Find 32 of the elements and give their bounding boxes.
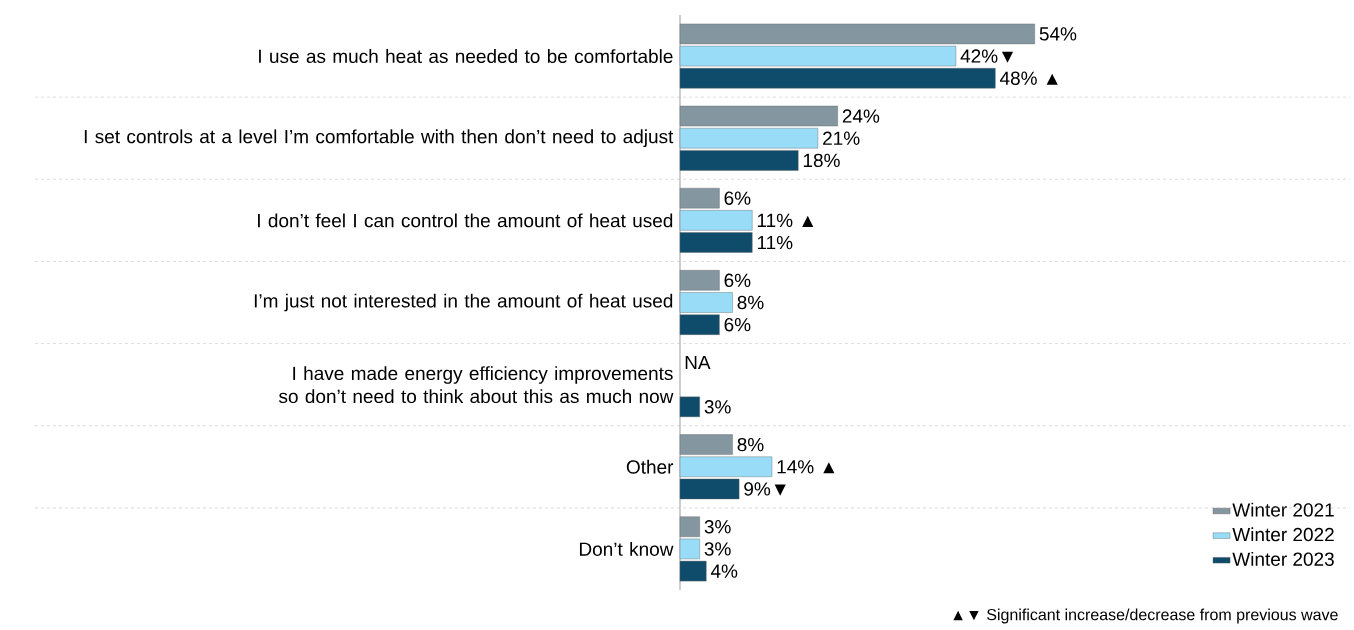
data-label: 4% [710,564,738,578]
data-label: 24% [842,109,880,123]
data-label: 11% ▲ [757,213,814,228]
data-label: 48% ▲ [999,71,1058,86]
data-label: 18% [803,153,840,168]
data-label: 6% [724,191,751,206]
data-label: 3% [704,520,731,534]
data-label: 6% [724,318,751,332]
y-tick-label: I have made energy efficiency improvements so don’t need to think about this as much now [279,366,674,404]
data-label: 3% [704,542,731,556]
y-tick-label: Don’t know [579,542,674,557]
data-label: 8% [737,437,764,452]
legend-label: Winter 2021 [1232,502,1334,517]
data-label: 6% [724,273,751,288]
data-label: 14% ▲ [777,460,835,474]
legend-label: Winter 2023 [1232,552,1334,566]
y-tick-label: I set controls at a level I’m comfortable with then don’t need to adjust [84,129,674,148]
y-tick-label: I use as much heat as needed to be comfortable [259,49,673,64]
y-tick-label: Other [626,459,674,474]
y-tick-label: I’m just not interested in the amount of heat used [254,293,673,312]
bar [679,396,700,418]
data-label: 54% [1039,27,1077,41]
text: ▲▼ Significant increase/decrease from previous wave [953,608,1338,624]
legend-label: Winter 2022 [1232,527,1334,542]
y-tick-label: I don’t feel I can control the amount of heat used [258,213,673,228]
data-label: 21% [823,131,860,146]
data-label: 8% [737,295,764,310]
data-label: 42%▼ [960,49,1014,63]
text: NA [685,356,711,370]
data-label: 11% [757,236,793,250]
data-label: 3% [704,400,731,414]
data-label: 9%▼ [744,482,786,496]
